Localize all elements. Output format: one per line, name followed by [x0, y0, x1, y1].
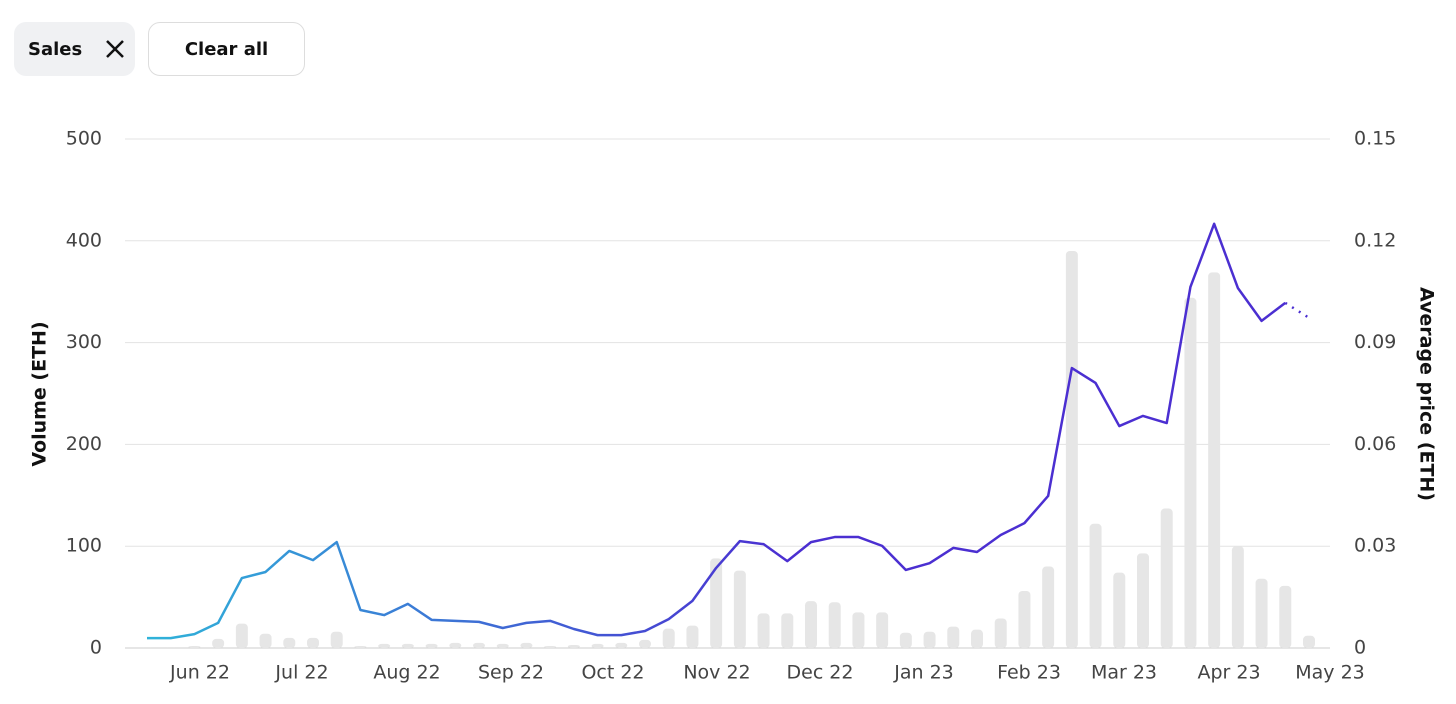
bar [567, 644, 580, 648]
x-tick-label: Jun 22 [169, 662, 230, 684]
bar [378, 643, 391, 648]
bar [401, 643, 414, 648]
bar [1208, 272, 1221, 648]
bar [1255, 578, 1268, 648]
bar [923, 631, 936, 648]
y2-axis-label: Average price (ETH) [1416, 287, 1438, 501]
y2-tick-label: 0.15 [1354, 128, 1396, 150]
clear-label: Clear all [184, 38, 269, 60]
bar [899, 632, 912, 648]
bar [757, 613, 770, 648]
bar [876, 612, 889, 648]
y-tick-label: 0 [90, 637, 102, 659]
bar [354, 645, 367, 648]
x-tick-label: May 23 [1295, 662, 1365, 684]
bar [971, 629, 983, 648]
bar [781, 613, 794, 648]
bar [639, 639, 651, 648]
bar [235, 623, 248, 648]
filter-chip[interactable]: Sales [14, 22, 135, 76]
price-line [147, 222, 1287, 640]
x-tick-label: Mar 23 [1091, 662, 1157, 684]
y-tick-label: 500 [66, 128, 102, 150]
bar [544, 645, 557, 648]
bar [1279, 585, 1292, 648]
bar [520, 642, 533, 648]
bar [259, 633, 272, 648]
bar [805, 601, 817, 648]
chip-label: Sales [28, 38, 83, 60]
bar [473, 642, 485, 648]
y-tick-label: 200 [66, 433, 102, 455]
bar [662, 628, 675, 648]
bar [1018, 590, 1031, 648]
y-axis-label: Volume (ETH) [29, 321, 51, 466]
bar [733, 570, 746, 648]
x-tick-label: Aug 22 [373, 662, 440, 684]
x-tick-label: Jul 22 [274, 662, 328, 684]
bar [1160, 508, 1173, 648]
bar [283, 637, 296, 648]
bar [1303, 635, 1315, 648]
bar [591, 643, 604, 648]
bar [1065, 250, 1078, 649]
bar [686, 625, 699, 648]
bar [164, 646, 177, 648]
bar [496, 643, 509, 648]
price-projection [1284, 301, 1310, 319]
x-tick-label: Feb 23 [997, 662, 1061, 684]
bar [449, 642, 462, 648]
bar [1089, 523, 1102, 648]
bar [994, 618, 1007, 648]
bar [1184, 297, 1197, 648]
y-tick-label: 400 [66, 229, 102, 251]
bar [852, 612, 865, 648]
x-tick-label: Jan 23 [893, 662, 954, 684]
y2-tick-label: 0.12 [1354, 229, 1396, 251]
bar [188, 645, 201, 648]
bar [947, 626, 960, 648]
bar [710, 558, 723, 648]
y2-tick-label: 0.09 [1354, 331, 1396, 353]
clear-button[interactable]: Clear all [148, 22, 305, 76]
x-tick-label: Dec 22 [787, 662, 854, 684]
x-tick-label: Sep 22 [478, 662, 544, 684]
y-tick-label: 300 [66, 331, 102, 353]
y-tick-label: 100 [66, 535, 102, 557]
y2-tick-label: 0.06 [1354, 433, 1396, 455]
close-icon[interactable] [104, 38, 126, 60]
x-tick-label: Nov 22 [683, 662, 750, 684]
bar [330, 631, 343, 648]
bar [307, 637, 319, 648]
x-tick-label: Oct 22 [581, 662, 644, 684]
bar [425, 643, 438, 648]
bar [615, 642, 628, 648]
bar [1113, 572, 1126, 648]
bar [828, 602, 841, 648]
bar [1137, 553, 1149, 648]
y2-tick-label: 0 [1354, 637, 1366, 659]
bar [212, 638, 225, 648]
bar [141, 646, 153, 648]
bar [1042, 566, 1055, 648]
bar [1231, 546, 1244, 648]
y2-tick-label: 0.03 [1354, 535, 1396, 557]
x-tick-label: Apr 23 [1197, 662, 1260, 684]
